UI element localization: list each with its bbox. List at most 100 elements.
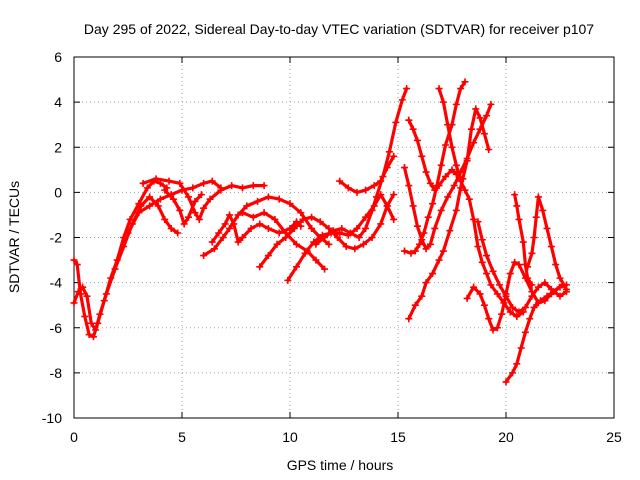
data-point [308, 224, 316, 232]
data-point [524, 274, 532, 282]
data-point [435, 85, 443, 93]
data-point [407, 249, 415, 257]
data-point [511, 191, 519, 199]
data-point [513, 312, 521, 320]
data-point [334, 234, 342, 241]
data-series-arc-6 [200, 193, 333, 260]
data-point [316, 218, 324, 226]
data-point [312, 256, 320, 264]
data-point [230, 220, 238, 228]
data-point [476, 125, 484, 133]
data-point [496, 281, 504, 289]
data-point [448, 143, 456, 151]
data-point [228, 182, 236, 190]
data-point [550, 288, 558, 296]
data-point [418, 152, 426, 160]
data-point [102, 290, 110, 298]
data-point [92, 326, 100, 334]
data-point [537, 297, 545, 305]
data-point [338, 224, 346, 232]
data-point [282, 234, 290, 241]
data-point [301, 249, 309, 257]
data-point [508, 369, 516, 377]
data-point [344, 184, 352, 192]
data-point [120, 243, 128, 251]
data-point [126, 215, 134, 223]
data-point [191, 197, 199, 205]
data-point [377, 177, 385, 185]
data-point [480, 301, 488, 309]
data-series-arc-12 [336, 152, 398, 196]
data-point [513, 360, 521, 368]
data-point [336, 177, 344, 185]
y-tick-label: -10 [42, 410, 62, 426]
data-point [521, 328, 529, 336]
y-axis-label: SDTVAR / TECUs [6, 181, 22, 293]
data-point [180, 220, 188, 228]
data-point [226, 211, 234, 219]
data-series-arc-2 [70, 193, 182, 334]
data-point [478, 236, 486, 244]
data-point [517, 344, 525, 352]
data-point [465, 195, 473, 203]
data-point [426, 179, 434, 187]
data-point [534, 283, 542, 291]
data-point [197, 191, 205, 199]
y-tick-label: 4 [54, 94, 62, 110]
data-point [513, 202, 521, 210]
data-point [146, 193, 154, 201]
data-point [146, 202, 154, 210]
y-tick-label: 2 [54, 139, 62, 155]
x-axis-label: GPS time / hours [287, 457, 394, 473]
data-point [506, 270, 514, 278]
data-point [476, 114, 484, 122]
data-point [346, 229, 354, 237]
data-point [452, 100, 460, 108]
data-point [556, 292, 564, 300]
data-point [526, 315, 534, 323]
data-point [143, 184, 151, 192]
y-tick-label: -2 [50, 230, 63, 246]
data-point [297, 209, 305, 217]
data-point [79, 283, 87, 291]
x-tick-label: 15 [390, 429, 406, 445]
data-series-arc-9 [256, 191, 398, 271]
data-point [515, 261, 523, 269]
data-point [264, 193, 272, 201]
data-point [413, 222, 421, 230]
data-point [398, 96, 406, 104]
data-point [385, 148, 393, 156]
data-point [489, 326, 497, 334]
data-point [426, 240, 434, 248]
data-point [215, 229, 223, 237]
y-tick-label: 6 [54, 49, 62, 65]
data-point [429, 200, 437, 208]
data-point [234, 211, 242, 219]
data-point [543, 224, 551, 232]
data-point [139, 179, 147, 187]
data-point [226, 224, 234, 232]
data-point [541, 279, 549, 287]
data-point [260, 209, 268, 217]
data-point [275, 195, 283, 203]
data-point [200, 179, 208, 187]
data-point [156, 195, 164, 203]
data-point [169, 195, 177, 203]
data-point [448, 166, 456, 174]
data-point [461, 186, 469, 194]
data-point [543, 292, 551, 300]
data-point [530, 234, 538, 241]
data-point [498, 310, 506, 318]
data-point [472, 105, 480, 113]
data-point [271, 215, 279, 223]
data-series-arc-7 [208, 211, 305, 246]
data-point [284, 276, 292, 284]
x-tick-label: 5 [178, 429, 186, 445]
data-point [424, 213, 432, 221]
data-point [359, 240, 367, 248]
data-point [70, 299, 78, 307]
data-point [528, 249, 536, 257]
data-point [452, 206, 460, 214]
data-point [137, 202, 145, 210]
